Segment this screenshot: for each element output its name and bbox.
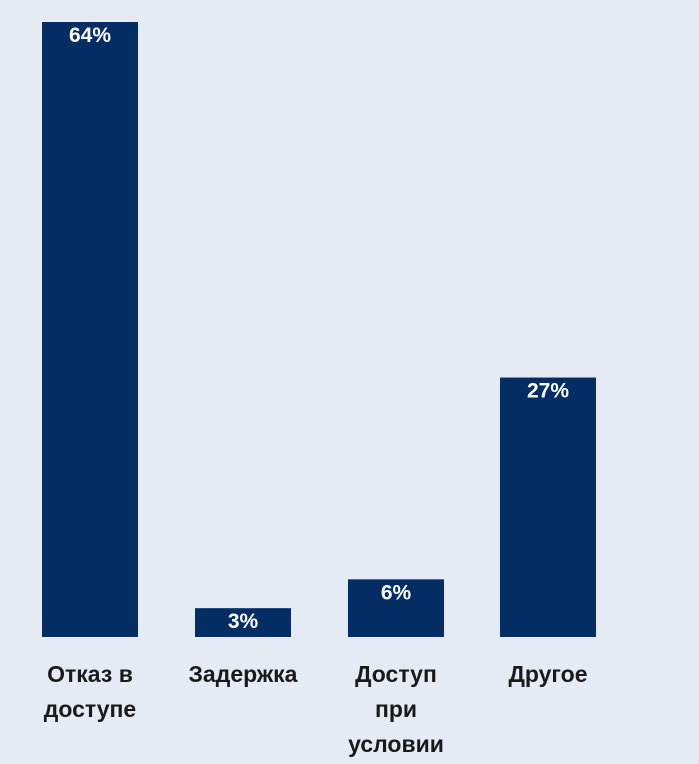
bar-1: [42, 22, 138, 637]
category-label-1: Отказ в доступе: [44, 661, 136, 722]
category-label-line: доступе: [44, 696, 136, 722]
category-label-line: Задержка: [189, 661, 298, 687]
category-label-4: Другое: [508, 661, 587, 687]
bar-2: [195, 608, 291, 637]
category-label-line: при: [375, 696, 417, 722]
value-label-3: 6%: [381, 581, 412, 604]
value-label-4: 27%: [527, 380, 569, 403]
bar-3: [348, 579, 444, 637]
category-label-line: Другое: [508, 661, 587, 687]
value-label-1: 64%: [69, 24, 111, 47]
category-label-2: Задержка: [189, 661, 298, 687]
value-label-2: 3%: [228, 610, 259, 633]
bar-4: [500, 377, 596, 637]
category-label-line: Отказ в: [47, 661, 133, 687]
category-label-line: условии: [348, 731, 444, 757]
category-label-3: Доступ при условии: [348, 661, 444, 757]
category-label-line: Доступ: [355, 661, 437, 687]
